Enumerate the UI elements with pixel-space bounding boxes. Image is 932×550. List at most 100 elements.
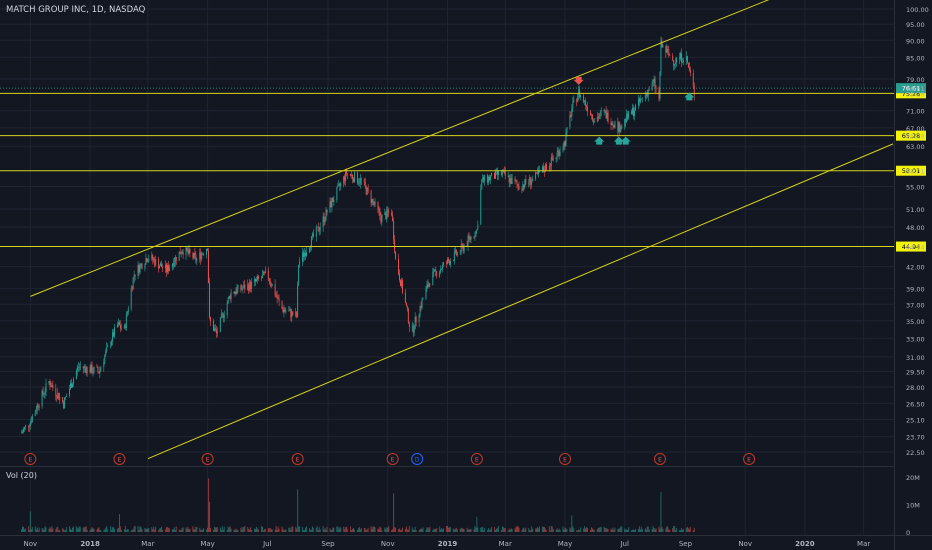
candle-body bbox=[556, 152, 558, 158]
candle-body bbox=[619, 123, 621, 132]
candle-body bbox=[302, 252, 304, 262]
volume-bar bbox=[633, 529, 635, 532]
earnings-event-icon[interactable] bbox=[558, 453, 571, 465]
candle-body bbox=[160, 263, 162, 267]
volume-bar bbox=[672, 528, 674, 532]
candle-body bbox=[43, 394, 45, 395]
earnings-event-icon[interactable] bbox=[201, 453, 214, 465]
channel-line[interactable] bbox=[147, 143, 894, 460]
candle-body bbox=[532, 178, 534, 182]
volume-bar bbox=[75, 526, 77, 532]
candle-body bbox=[240, 285, 242, 290]
candle-body bbox=[583, 95, 585, 102]
channel-line[interactable] bbox=[30, 0, 774, 297]
earnings-event-icon[interactable] bbox=[386, 453, 399, 465]
candle-body bbox=[441, 269, 443, 270]
candle-body bbox=[196, 259, 198, 261]
event-label: E bbox=[747, 457, 751, 464]
candle-body bbox=[63, 401, 65, 408]
volume-bar bbox=[201, 529, 203, 532]
candle-body bbox=[682, 61, 683, 63]
candle-body bbox=[69, 388, 70, 396]
dividend-event-icon[interactable] bbox=[411, 453, 424, 465]
volume-bar bbox=[524, 529, 526, 532]
volume-bar bbox=[645, 529, 647, 532]
volume-bar bbox=[624, 528, 626, 532]
earnings-event-icon[interactable] bbox=[24, 453, 37, 465]
candle-body bbox=[685, 56, 687, 61]
candle-body bbox=[100, 367, 102, 370]
price-level-label: 44.94 bbox=[902, 243, 921, 251]
candle-body bbox=[90, 364, 92, 373]
volume-bar bbox=[558, 528, 560, 532]
candle-body bbox=[669, 54, 671, 56]
volume-bar bbox=[617, 529, 619, 532]
candle-body bbox=[597, 117, 599, 119]
candle-body bbox=[661, 40, 663, 48]
volume-bar bbox=[681, 529, 683, 532]
candle-body bbox=[125, 314, 127, 329]
price-tick-label: 75.28 bbox=[906, 90, 925, 98]
candle-body bbox=[35, 410, 37, 412]
volume-bar bbox=[282, 528, 284, 532]
volume-bar bbox=[453, 529, 455, 532]
candle-body bbox=[329, 201, 331, 213]
volume-bar bbox=[324, 527, 326, 532]
volume-bar bbox=[552, 528, 554, 532]
current-price-badge bbox=[896, 83, 926, 94]
volume-bar bbox=[147, 528, 149, 532]
volume-bar bbox=[542, 526, 544, 532]
volume-bar bbox=[541, 526, 543, 532]
volume-bar bbox=[187, 526, 189, 532]
candle-body bbox=[421, 299, 423, 308]
volume-bar bbox=[619, 528, 621, 532]
volume-bar bbox=[372, 526, 374, 532]
volume-bar bbox=[167, 527, 169, 532]
candle-body bbox=[680, 53, 681, 59]
time-axis[interactable]: Nov 2018 Mar May Jul Sep Nov 2019 Mar May Jul Sep No… bbox=[24, 540, 871, 548]
candle-body bbox=[365, 186, 367, 195]
volume-bar bbox=[462, 528, 464, 532]
candle-body bbox=[490, 176, 492, 181]
volume-bar bbox=[473, 529, 475, 532]
volume-bar bbox=[55, 529, 57, 532]
candle-body bbox=[132, 277, 134, 290]
volume-bar bbox=[494, 530, 496, 532]
candle-body bbox=[412, 325, 414, 333]
time-tick-label: Nov bbox=[24, 540, 38, 548]
volume-bar bbox=[680, 529, 682, 532]
candle-body bbox=[610, 121, 612, 125]
volume-bar bbox=[240, 527, 242, 532]
volume-bar bbox=[112, 527, 114, 532]
earnings-event-icon[interactable] bbox=[470, 453, 483, 465]
candle-body bbox=[306, 252, 307, 256]
volume-bar bbox=[449, 526, 451, 532]
candle-body bbox=[91, 364, 93, 374]
candle-body bbox=[401, 280, 403, 293]
earnings-event-icon[interactable] bbox=[653, 453, 666, 465]
price-axis[interactable]: 22.50 23.70 25.10 26.50 28.00 29.50 31.00 33.00… bbox=[906, 6, 929, 457]
time-tick-label: Sep bbox=[321, 540, 335, 548]
volume-bar bbox=[679, 530, 681, 532]
volume-bar bbox=[578, 529, 580, 532]
earnings-event-icon[interactable] bbox=[291, 453, 304, 465]
volume-bar bbox=[78, 526, 80, 532]
candle-body bbox=[36, 404, 38, 411]
volume-bar bbox=[599, 526, 601, 532]
volume-bar bbox=[460, 527, 462, 532]
volume-bar bbox=[331, 529, 333, 532]
candle-body bbox=[693, 85, 695, 96]
candle-body bbox=[50, 386, 52, 388]
candle-body bbox=[30, 421, 32, 423]
volume-bar bbox=[274, 529, 276, 532]
candle-body bbox=[586, 105, 587, 107]
earnings-event-icon[interactable] bbox=[743, 453, 756, 465]
candle-body bbox=[317, 226, 319, 232]
volume-bar bbox=[51, 525, 53, 532]
volume-bar bbox=[583, 528, 585, 532]
earnings-event-icon[interactable] bbox=[113, 453, 126, 465]
candle-body bbox=[131, 288, 133, 290]
volume-bar bbox=[140, 527, 142, 532]
